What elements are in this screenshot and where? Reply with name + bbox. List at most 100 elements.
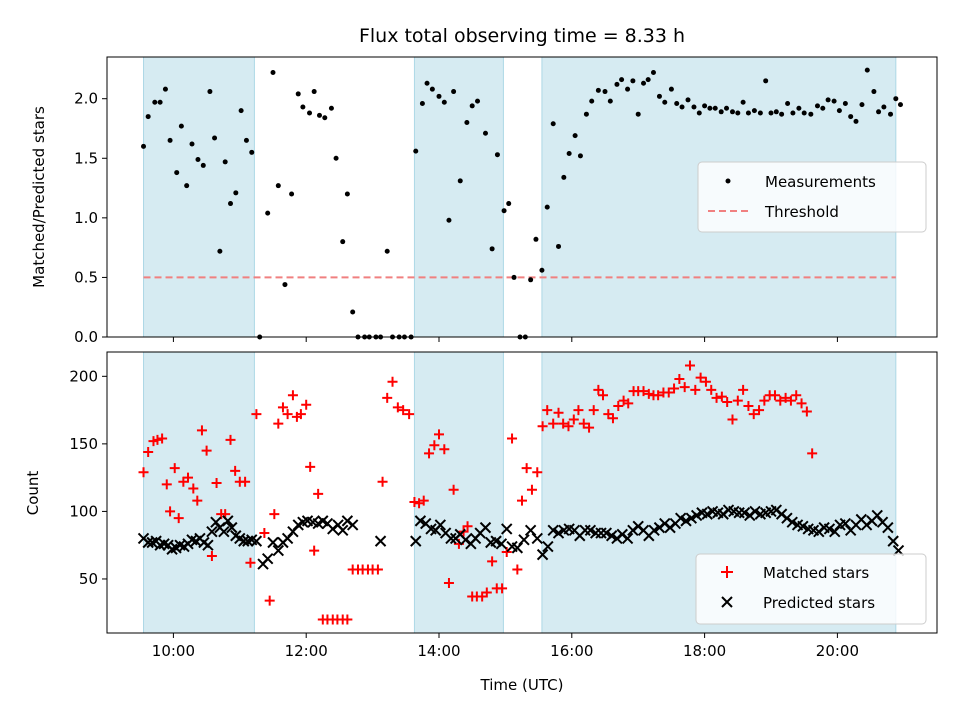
ratio-panel-x-ticks [172, 337, 838, 342]
predicted-stars-point [287, 525, 299, 538]
matched-stars-point [785, 395, 796, 406]
measurement-point [316, 112, 322, 118]
matched-stars-point [497, 583, 508, 594]
count-panel-frame [106, 351, 938, 634]
measurement-point [174, 170, 180, 176]
matched-stars-point [392, 402, 403, 413]
x-tick-label: 10:00 [152, 642, 195, 660]
matched-stars-point [424, 448, 435, 459]
measurement-point [656, 93, 662, 99]
matched-stars-point [578, 418, 589, 429]
matched-stars-point [143, 446, 154, 457]
measurement-point [300, 104, 306, 110]
measurement-point [897, 102, 903, 108]
shaded-interval-1 [413, 56, 504, 338]
matched-stars-point [173, 513, 184, 524]
measurement-point [457, 178, 463, 184]
measurement-point [842, 100, 848, 106]
matched-stars-point [282, 409, 293, 420]
predicted-stars-point [829, 525, 841, 538]
matched-stars-point [269, 509, 280, 520]
matched-stars-point [305, 461, 316, 472]
matched-stars-point [695, 372, 706, 383]
measurement-point [712, 105, 718, 111]
measurement-point [619, 77, 625, 83]
shaded-interval-1 [413, 351, 504, 634]
measurement-point [740, 99, 746, 105]
measurement-point [668, 86, 674, 92]
matched-stars-point [558, 418, 569, 429]
matched-stars-point [342, 614, 353, 625]
count-panel-y-ticks: 50 100 150 200 [69, 367, 107, 588]
matched-stars-point [501, 546, 512, 557]
measurement-point [836, 108, 842, 114]
measurement-point [501, 208, 507, 214]
measurement-point [145, 114, 151, 120]
matched-stars-point [259, 528, 270, 539]
predicted-stars-point [267, 536, 279, 549]
matched-stars-series [138, 360, 818, 625]
measurement-point [641, 80, 647, 86]
measurement-point [785, 100, 791, 106]
measurement-point [184, 183, 190, 189]
measurement-point [200, 162, 206, 168]
matched-stars-point [462, 521, 473, 532]
matched-stars-point [487, 556, 498, 567]
predicted-stars-point [261, 552, 274, 565]
matched-stars-point [669, 383, 680, 394]
predicted-stars-point [346, 519, 359, 531]
measurement-point [685, 97, 691, 103]
measurement-point [222, 159, 228, 165]
measurement-point [270, 69, 276, 75]
measurement-point [451, 89, 457, 95]
matched-stars-point [679, 382, 690, 393]
matched-stars-point [512, 564, 523, 575]
measurement-point [831, 98, 837, 104]
matched-stars-point [165, 506, 176, 517]
matched-stars-point [607, 413, 618, 424]
measurement-point [630, 78, 636, 84]
legend-matched-label: Matched stars [763, 564, 869, 582]
predicted-stars-point [495, 538, 508, 550]
measurement-point [228, 201, 234, 207]
measurement-point [645, 77, 651, 83]
measurement-point [848, 114, 854, 120]
measurement-point [212, 135, 218, 141]
measurement-point [265, 210, 271, 216]
matched-stars-point [738, 384, 749, 395]
measurement-point [207, 89, 213, 95]
matched-stars-point [584, 422, 595, 433]
y-tick-label: 100 [69, 502, 98, 520]
measurement-point [446, 217, 452, 223]
measurement-point [528, 277, 534, 283]
matched-stars-point [759, 395, 770, 406]
predicted-stars-point [511, 542, 524, 554]
measurement-point [162, 86, 168, 92]
matched-stars-point [638, 386, 649, 397]
predicted-stars-point [518, 534, 530, 546]
y-tick-label: 200 [69, 367, 98, 385]
matched-stars-point [711, 392, 722, 403]
matched-stars-point [201, 445, 212, 456]
measurement-point [340, 239, 346, 245]
measurement-point [489, 246, 495, 252]
ratio-panel: 0.00.51.01.52.0 Matched/Predicted stars … [30, 56, 938, 346]
matched-stars-point [663, 387, 674, 398]
matched-stars-point [418, 495, 429, 506]
measurement-point [718, 109, 724, 115]
predicted-stars-point [839, 517, 852, 530]
measurement-point [233, 190, 239, 196]
matched-stars-point [801, 406, 812, 417]
matched-stars-point [225, 434, 236, 445]
predicted-stars-point [226, 521, 238, 534]
measurement-point [217, 248, 223, 254]
measurement-point [275, 183, 281, 189]
predicted-stars-series [137, 504, 905, 570]
x-tick-label: 14:00 [417, 642, 460, 660]
matched-stars-point [722, 396, 733, 407]
count-panel-y-label: Count [24, 471, 42, 516]
matched-stars-point [169, 463, 180, 474]
matched-stars-point [775, 395, 786, 406]
matched-stars-point [377, 476, 388, 487]
